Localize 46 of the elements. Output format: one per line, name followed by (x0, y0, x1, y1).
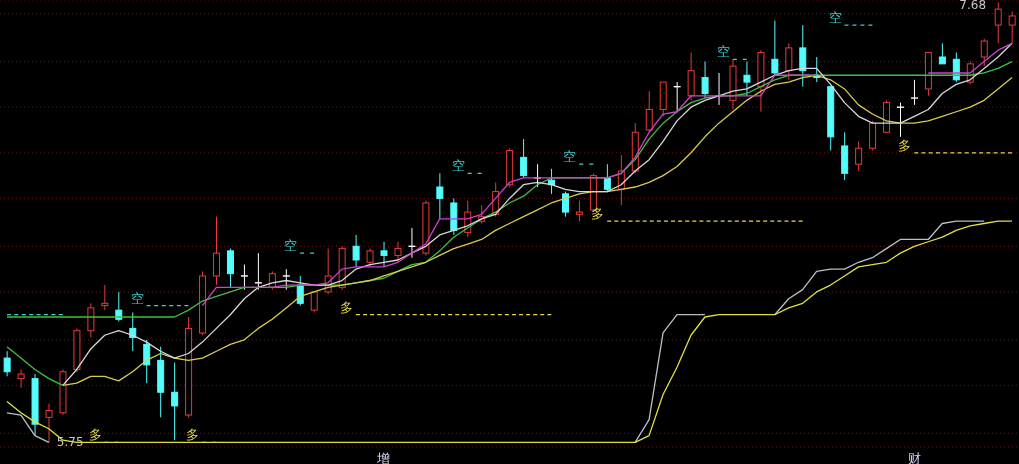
annotation: 7.68 (959, 0, 987, 13)
series-label: 多 (898, 137, 912, 153)
series-label: 多 (591, 206, 605, 222)
candlestick (743, 61, 751, 97)
candlestick (645, 90, 653, 133)
x-tick-label: 财 (907, 451, 921, 464)
candlestick (855, 140, 863, 172)
series-label: 多 (88, 427, 102, 443)
candlestick (575, 200, 583, 222)
candlestick (938, 42, 946, 65)
candlestick (143, 339, 151, 384)
candlestick (896, 102, 905, 138)
candlestick (701, 61, 709, 99)
series-label: 空 (828, 10, 842, 26)
series-label: 多 (339, 299, 353, 315)
candlestick (45, 403, 53, 443)
series-label: 空 (284, 238, 298, 254)
candlestick (910, 79, 919, 106)
candlestick (561, 191, 569, 218)
series-label: 空 (451, 158, 465, 174)
x-tick-label: 增 (376, 451, 391, 464)
candlestick (17, 368, 25, 389)
candlestick (171, 362, 179, 441)
candlestick (1008, 10, 1016, 44)
candlestick (352, 234, 360, 268)
candlestick (799, 24, 807, 88)
candlestick (213, 216, 221, 286)
series-label: 多 (186, 427, 200, 443)
candlestick (785, 42, 793, 81)
candlestick (520, 138, 528, 179)
candlestick (240, 264, 249, 291)
candlestick (3, 350, 11, 377)
candlestick (366, 248, 374, 268)
candlestick (394, 241, 402, 263)
series-label: 空 (716, 44, 730, 60)
candlestick (980, 38, 988, 67)
candlestick (101, 284, 109, 311)
series-label: 空 (130, 290, 144, 306)
candlestick (87, 302, 95, 339)
candlestick (436, 172, 444, 220)
candlestick (226, 248, 234, 288)
candlestick (771, 20, 779, 76)
series-label: 空 (563, 149, 577, 165)
candlestick (380, 241, 388, 268)
candlestick (282, 268, 291, 291)
candlestick (603, 163, 611, 193)
